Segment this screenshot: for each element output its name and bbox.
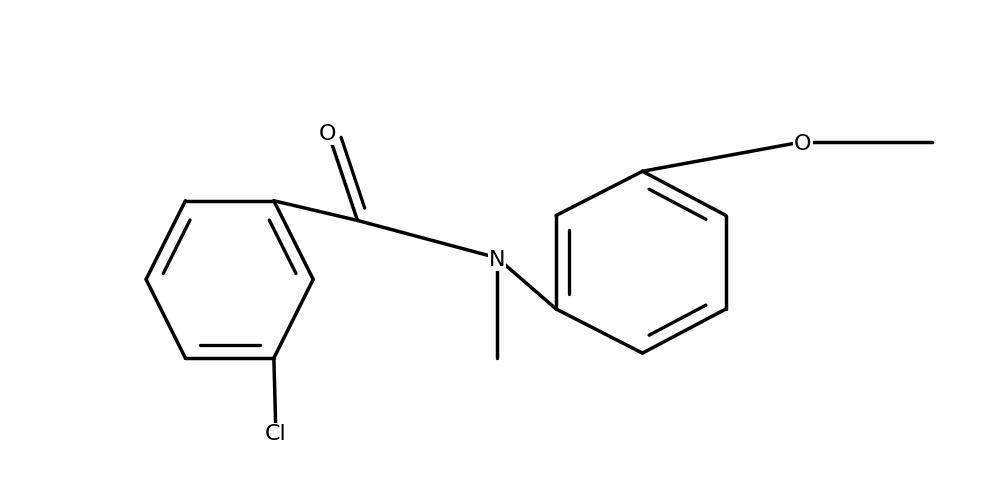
Text: N: N [489, 250, 505, 270]
Text: O: O [319, 124, 337, 144]
Text: O: O [794, 134, 811, 154]
Text: Cl: Cl [265, 424, 286, 444]
